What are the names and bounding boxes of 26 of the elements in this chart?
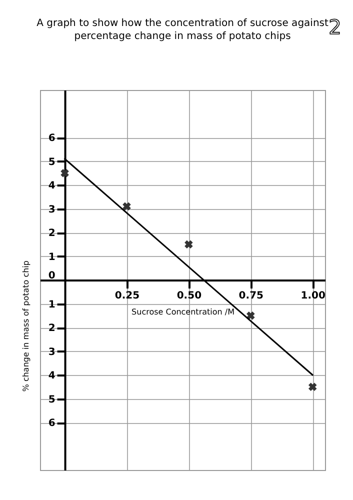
y-tick-label: 3 (48, 346, 56, 358)
y-tick-label: 1 (48, 299, 56, 310)
x-tick-label: 0.50 (176, 290, 202, 302)
point (122, 202, 131, 211)
y-tick-label: 2 (48, 228, 56, 239)
y-tick-label: 1 (48, 252, 56, 263)
y-tick-label: 6 (48, 418, 56, 429)
y-tick-label: 3 (48, 204, 56, 216)
point (246, 311, 255, 320)
y-tick-label: 4 (48, 180, 56, 192)
point (184, 240, 193, 249)
y-tick-label: 4 (48, 370, 56, 382)
y-tick-label: 6 (48, 133, 56, 144)
y-tick-label: 0 (48, 270, 56, 282)
y-axis-title: % change in mass of potato chip (22, 260, 30, 392)
y-tick-label: 2 (48, 323, 56, 334)
text: 2 (328, 15, 342, 39)
x-tick-label: 0.75 (238, 290, 264, 302)
x-tick-label: 0.25 (114, 290, 140, 302)
y-tick-label: 5 (48, 394, 56, 406)
point (60, 168, 69, 178)
x-axis-title: Sucrose Concentration /M (132, 308, 235, 316)
x-tick-label: 1.00 (300, 290, 326, 302)
point (308, 382, 317, 392)
y-tick-label: 5 (48, 156, 56, 168)
chart-title: A graph to show how the concentration of sucrose against percentage change in mass of potato chips (36, 18, 328, 42)
